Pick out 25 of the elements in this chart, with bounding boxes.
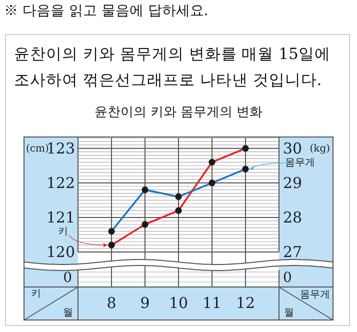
text: 몸무게 — [285, 158, 315, 168]
x-axis-title: 월 — [63, 308, 73, 318]
x-tick-label: 8 — [106, 294, 116, 312]
x-tick-label: 12 — [236, 294, 256, 312]
y-tick-label: 121 — [46, 208, 75, 226]
text: 윤찬이의 키와 몸무게의 변화를 매월 15일에 조사하여 꺾은선그래프로 나타낸 것입니다. — [14, 44, 332, 91]
y2-tick-label: 29 — [283, 174, 302, 192]
x-tick-label: 10 — [168, 294, 188, 312]
text: 0 — [283, 270, 292, 286]
x-tick-label: 9 — [140, 294, 150, 312]
y-tick-label: 120 — [46, 243, 75, 261]
text: 몸무게 — [300, 290, 330, 300]
text: 월 — [284, 308, 294, 318]
y-axis-title: (cm) — [26, 144, 49, 154]
text: 키 — [58, 226, 68, 238]
text: ※ 다음을 읽고 물음에 답하세요. — [4, 2, 208, 20]
y2-tick-label: 28 — [283, 208, 302, 226]
x-tick-label: 11 — [202, 294, 222, 312]
text: 키 — [31, 288, 41, 300]
y2-tick-label: 27 — [283, 243, 302, 261]
text: 0 — [63, 270, 72, 286]
chart-title: 윤찬이의 키와 몸무게의 변화 — [93, 104, 264, 121]
y2-tick-label: 30 — [283, 139, 302, 158]
y2-axis-title: (kg) — [310, 144, 330, 154]
y-tick-label: 122 — [46, 174, 75, 192]
